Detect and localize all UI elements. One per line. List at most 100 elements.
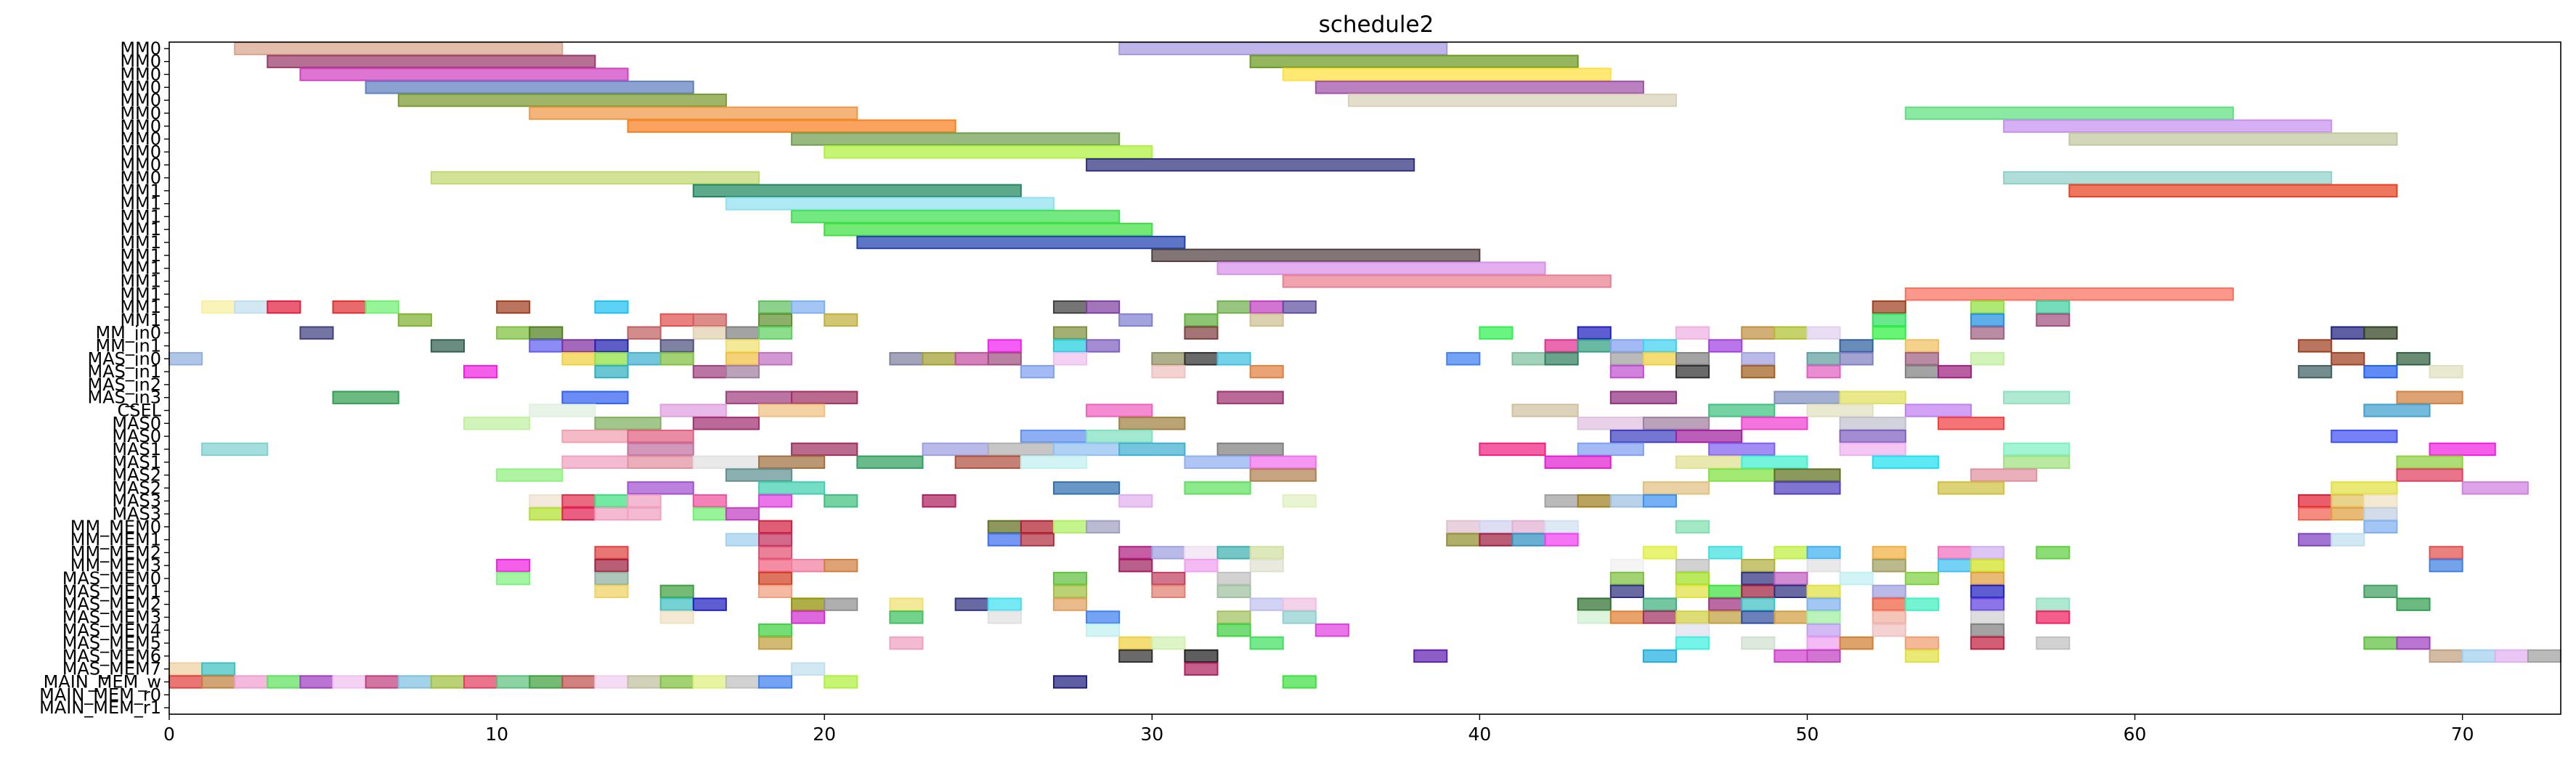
task-bar bbox=[2363, 364, 2398, 379]
task-bar bbox=[1970, 352, 2005, 366]
task-bar bbox=[1446, 533, 1481, 547]
y-tick-label: MM_in0 bbox=[95, 323, 161, 343]
task-bar bbox=[1806, 364, 1841, 379]
task-bar bbox=[2036, 636, 2071, 650]
task-bar bbox=[1151, 364, 1186, 379]
task-bar bbox=[1839, 417, 1906, 430]
task-bar bbox=[1151, 352, 1186, 366]
task-bar bbox=[1839, 352, 1874, 366]
task-bar bbox=[1052, 584, 1088, 599]
task-bar bbox=[1806, 649, 1841, 663]
task-bar bbox=[365, 81, 694, 94]
task-bar bbox=[2396, 352, 2431, 366]
task-bar bbox=[1675, 429, 1743, 443]
task-bar bbox=[1216, 546, 1251, 560]
task-bar bbox=[1315, 81, 1644, 94]
plot-frame bbox=[168, 41, 2561, 715]
task-bar bbox=[1872, 546, 1906, 560]
task-bar bbox=[1806, 326, 1841, 340]
task-bar bbox=[1642, 597, 1678, 611]
y-tick-label: MM1 bbox=[120, 245, 161, 266]
task-bar bbox=[1184, 649, 1219, 663]
task-bar bbox=[757, 455, 826, 469]
task-bar bbox=[987, 339, 1022, 353]
task-bar bbox=[824, 313, 858, 327]
y-tick-label: MAS1 bbox=[112, 452, 161, 472]
task-bar bbox=[2461, 481, 2529, 495]
task-bar bbox=[496, 571, 531, 586]
task-bar bbox=[757, 546, 793, 560]
task-bar bbox=[267, 675, 301, 689]
task-bar bbox=[791, 300, 826, 314]
task-bar bbox=[1118, 41, 1448, 56]
task-bar bbox=[1708, 610, 1743, 624]
task-bar bbox=[1806, 610, 1841, 624]
task-bar bbox=[2298, 533, 2333, 547]
task-bar bbox=[1020, 364, 1055, 379]
task-bar bbox=[1675, 610, 1710, 624]
y-tick-label: MM1 bbox=[120, 310, 161, 330]
task-bar bbox=[1052, 300, 1088, 314]
task-bar bbox=[2036, 610, 2071, 624]
task-bar bbox=[168, 675, 203, 689]
task-bar bbox=[2298, 494, 2333, 508]
task-bar bbox=[1052, 597, 1088, 611]
task-bar bbox=[2363, 404, 2431, 417]
task-bar bbox=[1118, 494, 1153, 508]
y-tick-label: MM1 bbox=[120, 232, 161, 253]
task-bar bbox=[1970, 326, 2005, 340]
task-bar bbox=[529, 106, 858, 120]
task-bar bbox=[725, 675, 760, 689]
task-bar bbox=[2003, 390, 2071, 404]
task-bar bbox=[791, 559, 826, 573]
task-bar bbox=[201, 300, 236, 314]
task-bar bbox=[365, 675, 399, 689]
task-bar bbox=[2363, 326, 2398, 340]
task-bar bbox=[987, 610, 1022, 624]
task-bar bbox=[1773, 610, 1808, 624]
y-tick-label: MM0 bbox=[120, 155, 161, 175]
task-bar bbox=[659, 675, 694, 689]
task-bar bbox=[889, 352, 924, 366]
task-bar bbox=[757, 494, 793, 508]
y-tick-label: MM_MEM3 bbox=[70, 555, 161, 576]
y-tick-label: MM0 bbox=[120, 65, 161, 85]
task-bar bbox=[987, 520, 1022, 533]
task-bar bbox=[889, 610, 924, 624]
task-bar bbox=[201, 675, 236, 689]
task-bar bbox=[1282, 300, 1317, 314]
task-bar bbox=[2036, 300, 2071, 314]
y-tick-label: MAS3 bbox=[112, 491, 161, 511]
task-bar bbox=[1609, 390, 1678, 404]
task-bar bbox=[659, 597, 694, 611]
task-bar bbox=[1806, 546, 1841, 560]
task-bar bbox=[1118, 313, 1153, 327]
task-bar bbox=[1675, 364, 1710, 379]
task-bar bbox=[1806, 597, 1841, 611]
task-bar bbox=[2298, 364, 2333, 379]
task-bar bbox=[2331, 507, 2365, 521]
task-bar bbox=[267, 54, 596, 68]
task-bar bbox=[757, 675, 793, 689]
y-tick-label: MM1 bbox=[120, 206, 161, 226]
task-bar bbox=[1544, 352, 1579, 366]
task-bar bbox=[1282, 274, 1612, 288]
task-bar bbox=[659, 610, 694, 624]
task-bar bbox=[1609, 571, 1644, 586]
task-bar bbox=[234, 675, 269, 689]
task-bars bbox=[168, 41, 2561, 689]
task-bar bbox=[725, 468, 793, 482]
task-bar bbox=[1249, 54, 1579, 68]
task-bar bbox=[1249, 455, 1317, 469]
task-bar bbox=[824, 145, 1153, 159]
task-bar bbox=[1216, 352, 1251, 366]
task-bar bbox=[757, 533, 793, 547]
task-bar bbox=[1872, 326, 1906, 340]
task-bar bbox=[824, 597, 858, 611]
task-bar bbox=[856, 235, 1186, 250]
task-bar bbox=[1052, 442, 1121, 457]
task-bar bbox=[1086, 623, 1121, 637]
task-bar bbox=[757, 520, 793, 533]
task-bar bbox=[1773, 481, 1841, 495]
task-bar bbox=[692, 417, 760, 430]
